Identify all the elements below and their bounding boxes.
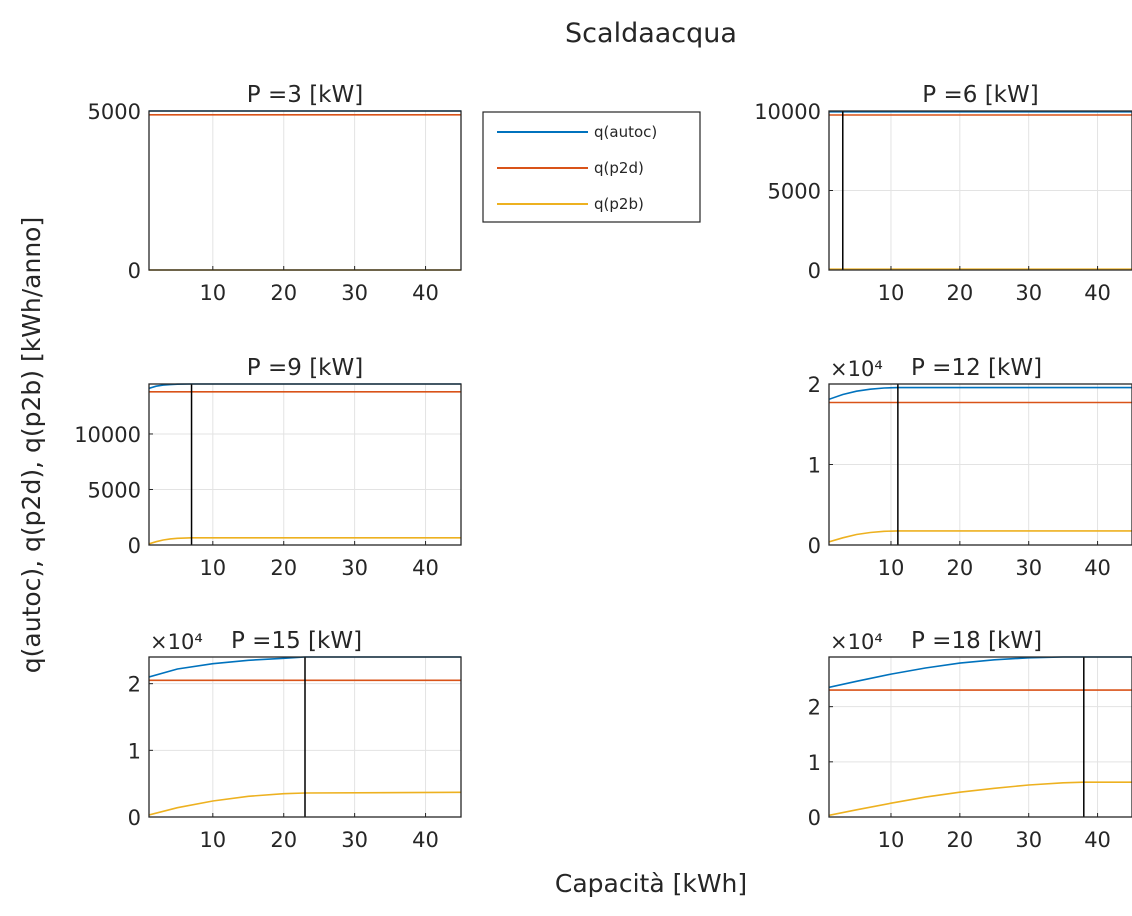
series-line-q-p2b bbox=[829, 530, 1132, 543]
plot-area bbox=[829, 657, 1132, 817]
y-tick-label: 1 bbox=[808, 454, 821, 478]
x-tick-label: 10 bbox=[878, 556, 905, 580]
subplot-title: P =12 [kW] bbox=[911, 355, 1042, 381]
y-tick-label: 0 bbox=[128, 534, 141, 558]
x-tick-label: 40 bbox=[412, 281, 439, 305]
y-exponent-label: ×10⁴ bbox=[830, 357, 883, 381]
x-tick-label: 20 bbox=[270, 556, 297, 580]
y-axis-label: q(autoc), q(p2d), q(p2b) [kWh/anno] bbox=[17, 217, 46, 673]
figure-title: Scaldaacqua bbox=[565, 18, 737, 49]
series-line-q-p2b bbox=[149, 536, 461, 545]
x-tick-label: 40 bbox=[412, 556, 439, 580]
x-tick-label: 30 bbox=[1015, 556, 1042, 580]
x-tick-label: 40 bbox=[412, 828, 439, 852]
y-exponent-label: ×10⁴ bbox=[150, 630, 203, 654]
series-group bbox=[829, 111, 1132, 271]
x-tick-label: 30 bbox=[1015, 828, 1042, 852]
legend-label-p2b: q(p2b) bbox=[594, 195, 644, 213]
x-tick-label: 30 bbox=[341, 556, 368, 580]
subplot-5: 10 20 30 40 0 1 2 ×10⁴ P =15 [kW] bbox=[128, 628, 462, 852]
x-tick-label: 20 bbox=[946, 556, 973, 580]
y-tick-label: 1 bbox=[808, 751, 821, 775]
y-tick-label: 2 bbox=[128, 673, 141, 697]
axes-frame bbox=[828, 656, 1132, 818]
y-tick-label: 2 bbox=[808, 373, 821, 397]
y-tick-label: 0 bbox=[808, 534, 821, 558]
x-tick-label: 40 bbox=[1084, 828, 1111, 852]
axes-frame bbox=[148, 656, 462, 818]
plot-area bbox=[149, 384, 461, 545]
x-tick-label: 30 bbox=[1015, 281, 1042, 305]
x-tick-label: 10 bbox=[199, 281, 226, 305]
series-line-q-autoc bbox=[829, 386, 1132, 401]
y-tick-label: 1 bbox=[128, 739, 141, 763]
x-tick-label: 40 bbox=[1084, 556, 1111, 580]
subplot-1: 10 20 30 40 0 5000 P =3 [kW] bbox=[88, 82, 462, 305]
subplot-3: 10 20 30 40 0 5000 10000 P =9 [kW] bbox=[74, 355, 462, 580]
y-exponent-label: ×10⁴ bbox=[830, 630, 883, 654]
y-tick-label: 5000 bbox=[768, 180, 821, 204]
y-tick-label: 0 bbox=[128, 259, 141, 283]
y-tick-label: 10000 bbox=[74, 423, 141, 447]
y-tick-label: 5000 bbox=[88, 478, 141, 502]
x-tick-label: 20 bbox=[946, 281, 973, 305]
subplot-2: 10 20 30 40 0 5000 10000 P =6 [kW] bbox=[754, 82, 1132, 305]
axes-frame bbox=[148, 110, 462, 271]
legend: q(autoc) q(p2d) q(p2b) bbox=[482, 111, 701, 223]
y-tick-label: 0 bbox=[128, 806, 141, 830]
subplot-title: P =18 [kW] bbox=[911, 628, 1042, 654]
series-group bbox=[829, 384, 1132, 545]
subplot-title: P =3 [kW] bbox=[247, 82, 363, 108]
x-axis-label: Capacità [kWh] bbox=[555, 869, 747, 898]
y-tick-label: 0 bbox=[808, 259, 821, 283]
legend-label-p2d: q(p2d) bbox=[594, 159, 644, 177]
x-tick-label: 10 bbox=[878, 828, 905, 852]
x-tick-label: 30 bbox=[341, 281, 368, 305]
x-tick-label: 10 bbox=[878, 281, 905, 305]
subplot-title: P =15 [kW] bbox=[231, 628, 362, 654]
subplot-title: P =9 [kW] bbox=[247, 355, 363, 381]
legend-label-autoc: q(autoc) bbox=[594, 123, 657, 141]
subplot-6: 10 20 30 40 0 1 2 ×10⁴ P =18 [kW] bbox=[808, 628, 1132, 852]
subplot-4: 10 20 30 40 0 1 2 ×10⁴ P =12 [kW] bbox=[808, 355, 1132, 580]
x-tick-label: 20 bbox=[270, 281, 297, 305]
x-tick-label: 30 bbox=[341, 828, 368, 852]
axes-frame bbox=[148, 383, 462, 546]
y-tick-label: 0 bbox=[808, 806, 821, 830]
x-tick-label: 10 bbox=[199, 828, 226, 852]
plot-area bbox=[149, 111, 461, 270]
y-tick-label: 5000 bbox=[88, 100, 141, 124]
x-tick-label: 10 bbox=[199, 556, 226, 580]
x-tick-label: 20 bbox=[270, 828, 297, 852]
y-tick-label: 10000 bbox=[754, 100, 821, 124]
x-tick-label: 40 bbox=[1084, 281, 1111, 305]
series-line-q-p2b bbox=[829, 781, 1132, 817]
subplot-title: P =6 [kW] bbox=[922, 82, 1038, 108]
x-tick-label: 20 bbox=[946, 828, 973, 852]
y-tick-label: 2 bbox=[808, 696, 821, 720]
